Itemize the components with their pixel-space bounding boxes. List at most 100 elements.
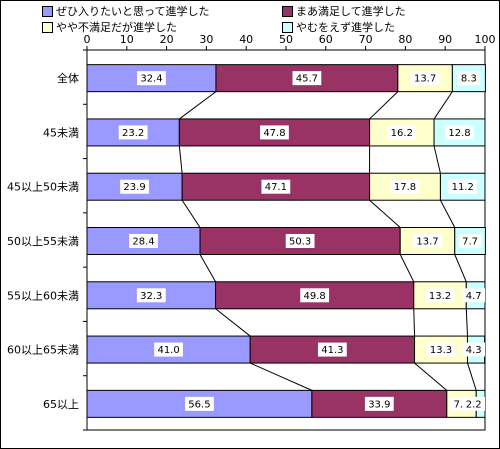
data-label: 32.4	[140, 74, 162, 85]
data-label: 49.8	[304, 291, 326, 302]
data-label-background	[285, 234, 315, 248]
data-label-background	[458, 234, 482, 248]
x-tick-label: 60	[319, 33, 333, 46]
series-connector-line	[181, 199, 201, 228]
data-label-background	[387, 125, 417, 140]
data-label-background	[154, 342, 183, 357]
data-label: 28.4	[132, 237, 154, 248]
data-label-background	[425, 288, 455, 303]
data-label-background	[118, 125, 148, 140]
legend-item-4: やむをえず進学した	[282, 21, 395, 35]
data-label-background	[462, 396, 485, 411]
series-connector-line	[179, 91, 217, 120]
x-tick-label: 40	[239, 33, 253, 46]
legend-swatch-3	[42, 21, 53, 33]
data-label-background	[448, 179, 478, 194]
legend-label-4: やむをえず進学した	[296, 21, 395, 34]
data-label-background	[137, 71, 166, 86]
series-connector-line	[413, 308, 416, 337]
category-label: 55以上60未満	[7, 289, 79, 302]
x-tick-label: 50	[279, 33, 293, 46]
bar-segment	[249, 335, 416, 364]
series-connector-line	[249, 362, 313, 391]
data-label: 2.2	[466, 399, 482, 410]
category-label: 全体	[57, 71, 79, 85]
x-tick-label: 100	[475, 33, 496, 46]
data-label: 47.8	[263, 128, 285, 139]
x-tick-label: 90	[438, 33, 452, 46]
data-label: 23.9	[123, 182, 145, 193]
legend: ぜひ入りたいと思って進学した まあ満足して進学した やや不満足だが進学した やむ…	[0, 0, 500, 44]
data-label-background	[300, 288, 330, 303]
data-label: 56.5	[188, 399, 210, 410]
data-label-background	[457, 71, 481, 86]
data-label: 12.8	[448, 128, 470, 139]
x-tick-label: 0	[84, 33, 91, 46]
data-label-background	[364, 396, 394, 411]
x-tick-label: 80	[398, 33, 412, 46]
series-connector-line	[369, 91, 399, 120]
series-connector-line	[399, 254, 415, 283]
legend-item-3: やや不満足だが進学した	[42, 21, 177, 35]
data-label-background	[260, 125, 289, 140]
x-tick-label: 10	[120, 33, 134, 46]
data-label-background	[390, 179, 420, 194]
series-connector-line	[465, 308, 468, 337]
data-label: 45.7	[296, 74, 318, 85]
data-label-background	[120, 179, 149, 194]
bar-segment	[433, 118, 486, 147]
data-label-background	[129, 234, 158, 248]
series-connector-line	[439, 199, 456, 228]
data-label: 13.3	[430, 345, 452, 356]
data-label: 32.3	[140, 291, 162, 302]
data-label: 7.4	[454, 399, 470, 410]
legend-item-1: ぜひ入りたいと思って進学した	[42, 5, 209, 19]
legend-label-1: ぜひ入りたいと思って進学した	[56, 5, 210, 18]
category-label: 50以上55未満	[7, 235, 79, 248]
data-label-background	[462, 342, 485, 357]
data-label: 8.3	[461, 74, 477, 85]
series-connector-line	[414, 362, 448, 391]
data-label-background	[462, 288, 485, 303]
data-label: 50.3	[289, 237, 311, 248]
data-label-background	[413, 234, 442, 248]
data-label-background	[445, 125, 474, 140]
data-label: 13.7	[414, 74, 436, 85]
data-label-background	[261, 179, 291, 194]
series-connector-line	[467, 362, 477, 391]
x-tick-label: 30	[199, 33, 213, 46]
data-label: 4.7	[466, 291, 482, 302]
x-tick-label: 70	[359, 33, 373, 46]
series-connector-line	[215, 308, 251, 337]
data-label: 4.3	[466, 345, 482, 356]
data-label-background	[185, 396, 214, 411]
series-connector-line	[199, 254, 216, 283]
data-label: 13.7	[416, 237, 438, 248]
category-label: 45以上50未満	[7, 181, 79, 194]
data-label: 17.8	[394, 182, 416, 193]
data-label: 11.2	[452, 182, 474, 193]
legend-label-2: まあ満足して進学した	[296, 5, 406, 18]
series-connector-line	[454, 254, 467, 282]
series-connector-line	[178, 145, 183, 174]
data-label-background	[136, 288, 166, 303]
series-connector-line	[433, 91, 453, 120]
x-tick-label: 20	[160, 33, 174, 46]
legend-swatch-2	[282, 5, 293, 17]
legend-swatch-4	[282, 21, 293, 33]
data-label: 41.0	[157, 345, 179, 356]
category-label: 45未満	[43, 126, 79, 139]
data-label-background	[317, 342, 347, 357]
data-label-background	[410, 71, 440, 86]
legend-label-3: やや不満足だが進学した	[56, 21, 177, 34]
data-label: 16.2	[391, 128, 413, 139]
category-label: 65以上	[43, 398, 79, 411]
legend-item-2: まあ満足して進学した	[282, 5, 406, 19]
data-label: 7.7	[462, 237, 478, 248]
category-label: 60以上65未満	[7, 344, 79, 357]
data-label-background	[292, 71, 322, 86]
data-label: 23.2	[122, 128, 144, 139]
data-label: 33.9	[368, 399, 390, 410]
series-connector-line	[433, 145, 441, 174]
